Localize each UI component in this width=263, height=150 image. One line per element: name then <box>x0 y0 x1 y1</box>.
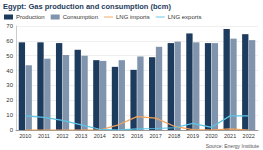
svg-text:2010: 2010 <box>19 133 31 139</box>
svg-text:2017: 2017 <box>149 133 161 139</box>
svg-text:2019: 2019 <box>187 133 199 139</box>
svg-text:10: 10 <box>6 112 13 118</box>
svg-text:40: 40 <box>6 68 13 74</box>
svg-text:2022: 2022 <box>243 133 255 139</box>
svg-text:70: 70 <box>6 23 13 29</box>
svg-text:Egypt: Gas production and cons: Egypt: Gas production and consumption (b… <box>3 2 171 11</box>
svg-text:2011: 2011 <box>38 133 50 139</box>
svg-text:LNG imports: LNG imports <box>116 14 150 20</box>
svg-text:2016: 2016 <box>131 133 143 139</box>
svg-text:Source: Energy Institute: Source: Energy Institute <box>206 143 260 149</box>
svg-text:2015: 2015 <box>112 133 124 139</box>
svg-text:2018: 2018 <box>168 133 180 139</box>
svg-text:Production: Production <box>16 14 45 20</box>
svg-text:Consumption: Consumption <box>63 14 98 20</box>
svg-text:20: 20 <box>6 97 13 103</box>
svg-text:60: 60 <box>6 38 13 44</box>
svg-text:2012: 2012 <box>56 133 68 139</box>
svg-text:2014: 2014 <box>94 133 106 139</box>
svg-text:30: 30 <box>6 82 13 88</box>
svg-text:2021: 2021 <box>224 133 236 139</box>
svg-text:2020: 2020 <box>205 133 217 139</box>
svg-text:0: 0 <box>10 127 14 133</box>
svg-text:LNG exports: LNG exports <box>168 14 202 20</box>
svg-text:2013: 2013 <box>75 133 87 139</box>
svg-text:50: 50 <box>6 53 13 59</box>
